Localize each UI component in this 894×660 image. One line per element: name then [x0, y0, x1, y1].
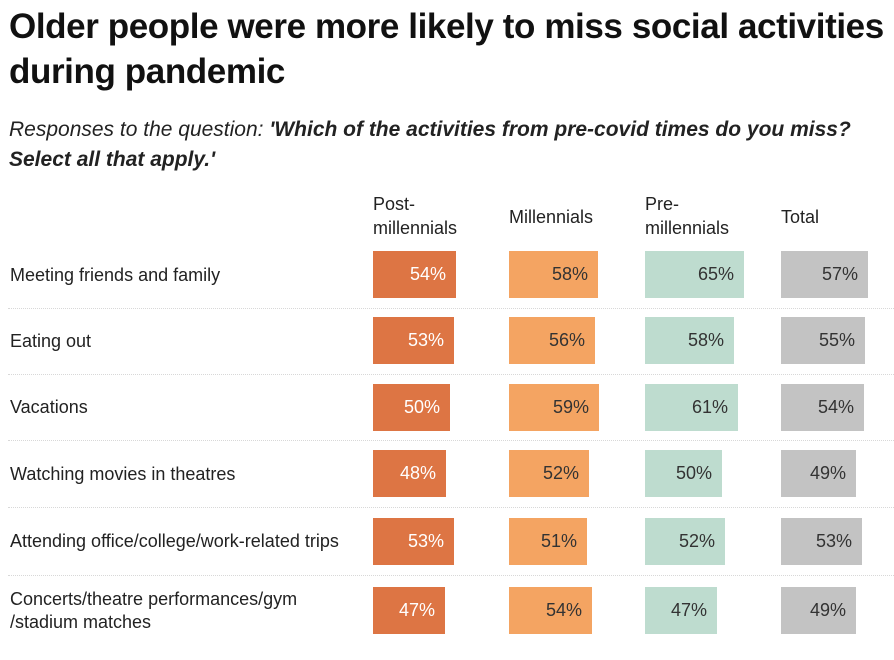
bar-total: 49% [781, 450, 856, 497]
bar-total: 55% [781, 317, 865, 364]
bar-value-label: 48% [399, 463, 436, 483]
row-label-text: Attending office/college/work-related tr… [10, 530, 339, 551]
bar-value-label: 58% [687, 330, 724, 350]
bar-total: 57% [781, 251, 868, 298]
bar-value-label: 58% [551, 264, 588, 284]
row-separator [8, 440, 894, 441]
bar-value-label: 54% [545, 600, 582, 620]
row-separator [8, 308, 894, 309]
subtitle-prefix: Responses to the question: [9, 118, 270, 141]
row-label-text: Meeting friends and family [10, 264, 221, 285]
bar-value-label: 53% [407, 531, 444, 551]
subtitle-question: 'Which of the activities from pre-covid … [9, 118, 851, 171]
bar-post-millennials: 50% [373, 384, 450, 431]
row-label: Vacations [10, 383, 365, 431]
bar-value-label: 52% [542, 463, 579, 483]
bar-post-millennials: 54% [373, 251, 456, 298]
bar-value-label: 56% [548, 330, 585, 350]
bar-value-label: 47% [398, 600, 435, 620]
bar-millennials: 54% [509, 587, 592, 634]
bar-value-label: 50% [675, 463, 712, 483]
column-header-line: Post- [373, 194, 416, 214]
bar-value-label: 50% [403, 397, 440, 417]
bar-value-label: 55% [818, 330, 855, 350]
column-header-line: millennials [645, 218, 730, 238]
row-label: Watching movies in theatres [10, 450, 365, 498]
bar-post-millennials: 48% [373, 450, 446, 497]
bar-total: 49% [781, 587, 856, 634]
bar-pre-millennials: 47% [645, 587, 717, 634]
bar-millennials: 59% [509, 384, 599, 431]
bar-pre-millennials: 61% [645, 384, 738, 431]
bar-value-label: 65% [697, 264, 734, 284]
bar-value-label: 49% [809, 600, 846, 620]
row-separator [8, 575, 894, 576]
column-header-1: Millennials [509, 207, 594, 227]
bar-value-label: 59% [552, 397, 589, 417]
column-header-3: Total [781, 207, 820, 227]
bar-value-label: 51% [540, 531, 577, 551]
bar-pre-millennials: 65% [645, 251, 744, 298]
row-separator [8, 507, 894, 508]
bar-total: 54% [781, 384, 864, 431]
bar-total: 53% [781, 518, 862, 565]
bar-value-label: 47% [670, 600, 707, 620]
bar-post-millennials: 53% [373, 518, 454, 565]
column-header-0: Post-millennials [373, 192, 457, 240]
bar-post-millennials: 47% [373, 587, 445, 634]
bar-value-label: 49% [809, 463, 846, 483]
bar-value-label: 54% [817, 397, 854, 417]
bar-value-label: 57% [821, 264, 858, 284]
bar-pre-millennials: 50% [645, 450, 722, 497]
chart-subtitle: Responses to the question: 'Which of the… [9, 115, 889, 175]
row-label: Attending office/college/work-related tr… [10, 517, 365, 565]
bar-millennials: 52% [509, 450, 589, 497]
row-label-text: Vacations [10, 396, 88, 417]
bar-millennials: 58% [509, 251, 598, 298]
row-label: Meeting friends and family [10, 251, 365, 299]
bar-value-label: 53% [407, 330, 444, 350]
bar-pre-millennials: 52% [645, 518, 725, 565]
bar-millennials: 56% [509, 317, 595, 364]
row-separator [8, 374, 894, 375]
bar-value-label: 52% [678, 531, 715, 551]
row-label-text: Watching movies in theatres [10, 463, 236, 484]
row-label: Concerts/theatre performances/gym /stadi… [10, 587, 365, 635]
bar-pre-millennials: 58% [645, 317, 734, 364]
bar-post-millennials: 53% [373, 317, 454, 364]
bar-value-label: 61% [691, 397, 728, 417]
bar-millennials: 51% [509, 518, 587, 565]
column-header-2: Pre-millennials [645, 192, 729, 240]
bar-value-label: 53% [815, 531, 852, 551]
row-label-text: Concerts/theatre performances/gym /stadi… [10, 589, 298, 632]
column-header-line: millennials [373, 218, 458, 238]
row-label-text: Eating out [10, 330, 92, 351]
bar-value-label: 54% [409, 264, 446, 284]
chart-title: Older people were more likely to miss so… [9, 7, 884, 91]
row-label: Eating out [10, 317, 365, 365]
column-header-line: Pre- [645, 194, 680, 214]
